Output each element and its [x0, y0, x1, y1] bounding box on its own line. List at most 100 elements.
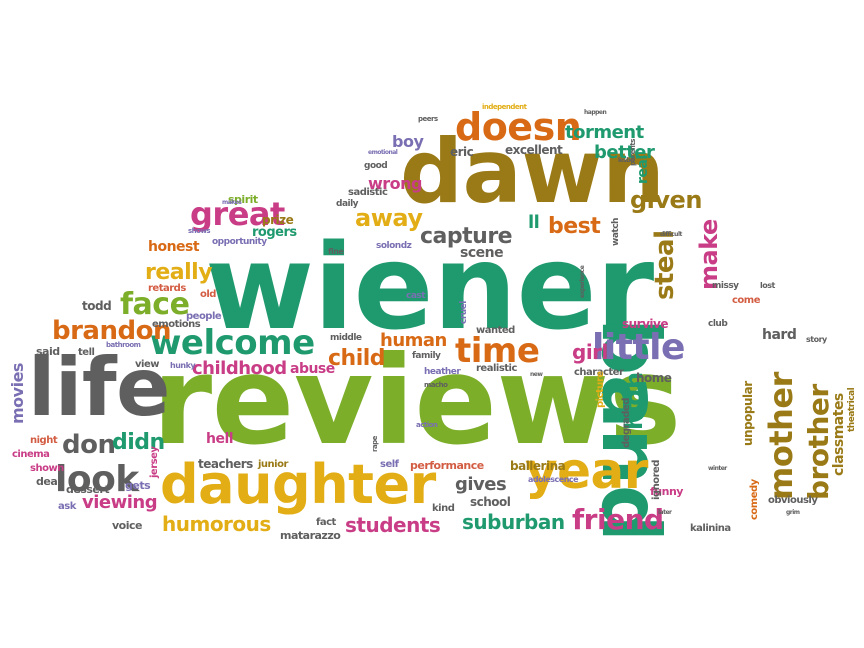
word-self: self — [380, 459, 399, 470]
word-suburban: suburban — [462, 510, 565, 534]
word-didn: didn — [112, 430, 165, 455]
word-said: said — [36, 345, 60, 358]
word-daily: daily — [336, 199, 359, 209]
word-heather: heather — [424, 367, 461, 377]
word-shows: shows — [188, 227, 211, 235]
word-independent: independent — [482, 103, 527, 111]
word-fact: fact — [316, 517, 336, 528]
word-picture: picture — [595, 371, 606, 408]
word-home: home — [636, 371, 672, 385]
word-doesn: doesn — [455, 105, 582, 149]
word-emotional: emotional — [368, 149, 398, 156]
word-unpopular: unpopular — [741, 381, 755, 446]
word-good: good — [364, 161, 388, 171]
word-view: view — [135, 359, 159, 370]
word-dessert: dessert — [66, 483, 110, 496]
word-shown: shown — [30, 463, 64, 474]
word-reviews: reviews — [152, 330, 681, 472]
word-matarazzo: matarazzo — [280, 529, 341, 542]
word-hunky: hunky — [170, 361, 196, 370]
word-new: new — [530, 371, 543, 378]
word-best: best — [548, 214, 601, 239]
word-theatrical: theatrical — [847, 387, 857, 432]
word-night: night — [30, 435, 58, 446]
word-jersey: jersey — [149, 446, 160, 478]
word-real: real — [635, 155, 651, 184]
word-viewing: viewing — [82, 492, 158, 513]
word-cinema: cinema — [12, 449, 50, 460]
word-human: human — [380, 330, 447, 351]
word-face: face — [120, 287, 190, 322]
word-difficult: difficult — [660, 231, 682, 238]
word-eric: eric — [450, 145, 474, 159]
word-middle: middle — [330, 333, 362, 343]
word-school: school — [470, 495, 511, 509]
word-come: come — [732, 295, 761, 306]
word-rape: rape — [371, 436, 379, 452]
word-torment: torment — [565, 122, 644, 143]
word-solondz: solondz — [376, 241, 412, 251]
word-great: great — [190, 195, 285, 233]
word-brandon: brandon — [52, 316, 171, 346]
word-little: little — [592, 327, 685, 368]
word-teachers: teachers — [198, 457, 253, 471]
word-kalinina: kalinina — [690, 523, 731, 534]
word-dawn: dawn — [400, 120, 665, 223]
word-time: time — [455, 331, 540, 371]
word-hell: hell — [206, 431, 234, 447]
word-comedy: comedy — [749, 479, 760, 520]
word-girl: girl — [572, 340, 608, 364]
word-performance: performance — [410, 459, 484, 472]
word-makes: makes — [222, 199, 242, 206]
word-away: away — [355, 204, 423, 232]
word-excellent: excellent — [505, 143, 563, 157]
word-brother: brother — [802, 384, 835, 500]
word-look: look — [55, 459, 139, 500]
word-later: later — [658, 509, 672, 516]
word-wiener: wiener — [205, 218, 654, 356]
word-ll: ll — [528, 212, 540, 233]
word-survive: survive — [622, 317, 669, 331]
word-students: students — [345, 513, 441, 537]
word-winter: winter — [708, 465, 727, 472]
word-mother: mother — [762, 372, 800, 500]
word-obviously: obviously — [768, 495, 818, 506]
word-tell: tell — [78, 347, 95, 358]
word-really: really — [145, 260, 213, 285]
word-happen: happen — [584, 109, 607, 116]
word-gives: gives — [455, 474, 507, 495]
word-don: don — [62, 430, 116, 460]
word-missy: missy — [712, 281, 739, 291]
word-ballerina: ballerina — [510, 459, 566, 473]
word-kind: kind — [432, 503, 455, 514]
word-hard: hard — [762, 327, 797, 343]
word-todd: todd — [82, 299, 112, 313]
word-macho: macho — [424, 381, 448, 389]
word-watch: watch — [611, 218, 621, 246]
word-daughter: daughter — [160, 453, 436, 516]
word-opportunity: opportunity — [212, 237, 267, 247]
word-wrong: wrong — [368, 174, 423, 193]
word-capture: capture — [420, 224, 513, 249]
word-retards: retards — [148, 283, 186, 294]
word-prize: prize — [262, 213, 294, 227]
word-character: character — [574, 367, 624, 378]
word-year: year — [525, 442, 648, 500]
word-childhood: childhood — [192, 358, 287, 379]
word-humorous: humorous — [162, 512, 271, 536]
word-welcome: welcome — [150, 323, 315, 363]
word-adolescence: adolescence — [528, 475, 579, 484]
word-funny: funny — [650, 485, 683, 498]
word-cast: cast — [406, 291, 426, 301]
word-lost: lost — [760, 281, 775, 290]
word-voice: voice — [112, 519, 142, 532]
word-junior: junior — [258, 459, 288, 470]
word-make: make — [695, 219, 723, 290]
word-steal: steal — [650, 230, 680, 301]
word-movies: movies — [8, 363, 27, 424]
word-family: family — [412, 351, 441, 361]
word-rogers: rogers — [252, 225, 297, 240]
word-sadistic: sadistic — [348, 187, 388, 198]
word-boy: boy — [392, 132, 424, 151]
